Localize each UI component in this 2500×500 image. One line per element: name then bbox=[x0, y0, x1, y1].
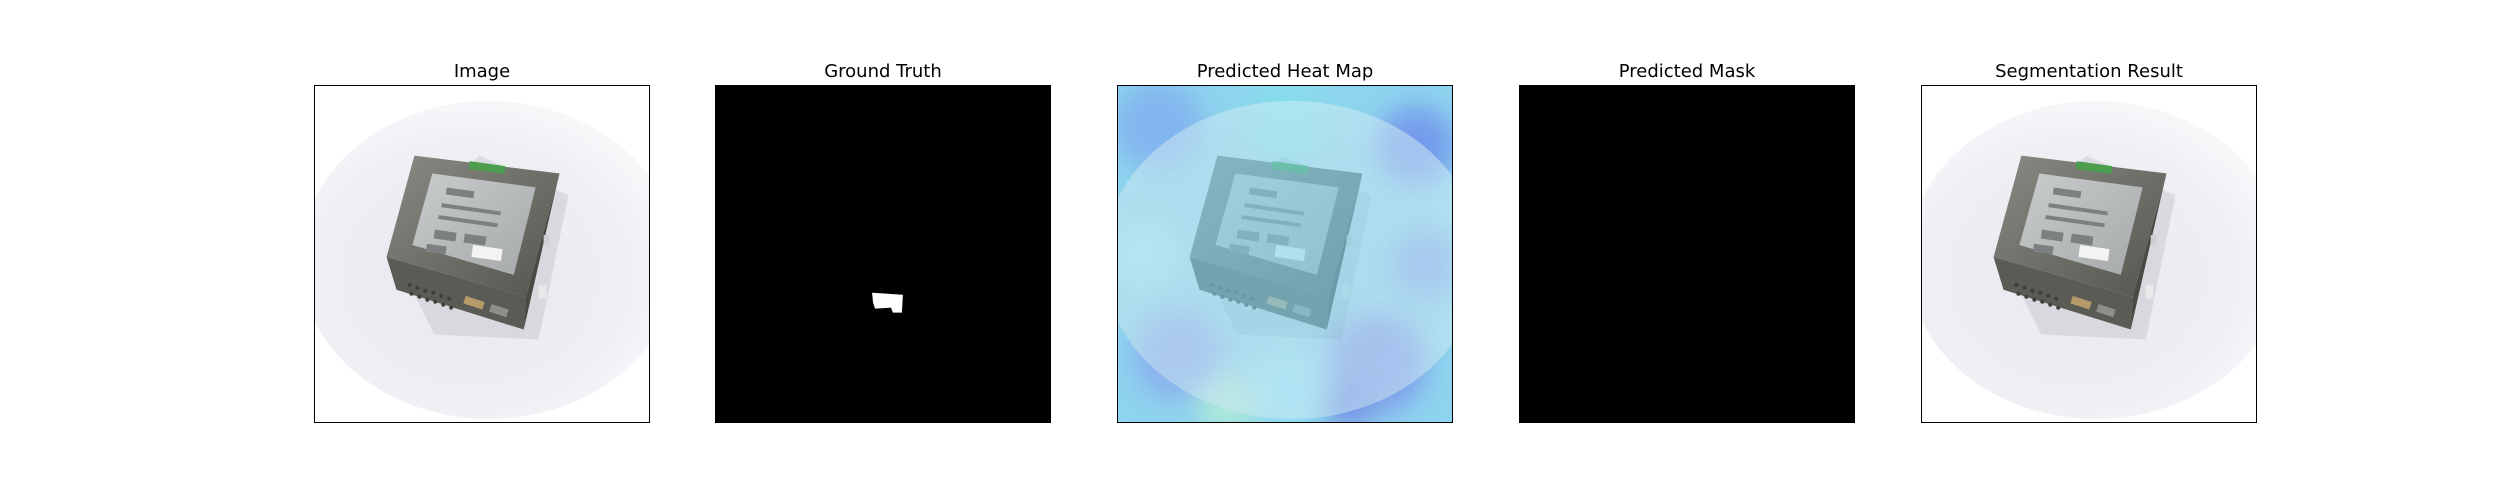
segmentation-frame bbox=[1921, 85, 2257, 423]
panel-title: Ground Truth bbox=[824, 61, 942, 82]
predicted-mask-frame bbox=[1519, 85, 1855, 423]
heatmap-frame bbox=[1117, 85, 1453, 423]
segmentation-result bbox=[1922, 86, 2256, 422]
image-panel: Image bbox=[314, 61, 650, 423]
ground-truth-panel: Ground Truth bbox=[715, 61, 1051, 423]
predicted-mask bbox=[1520, 86, 1854, 422]
ground-truth-frame bbox=[715, 85, 1051, 423]
heatmap-panel: Predicted Heat Map bbox=[1117, 61, 1453, 423]
image-frame bbox=[314, 85, 650, 423]
panel-title: Predicted Heat Map bbox=[1196, 61, 1374, 82]
device-photo bbox=[315, 86, 649, 422]
panel-title: Predicted Mask bbox=[1618, 61, 1756, 82]
panel-title: Segmentation Result bbox=[1995, 61, 2183, 82]
panel-title: Image bbox=[453, 61, 511, 82]
heatmap-overlay bbox=[1118, 86, 1452, 422]
ground-truth-mask bbox=[716, 86, 1050, 422]
predicted-mask-panel: Predicted Mask bbox=[1519, 61, 1855, 423]
segmentation-panel: Segmentation Result bbox=[1921, 61, 2257, 423]
defect-region bbox=[872, 292, 903, 313]
